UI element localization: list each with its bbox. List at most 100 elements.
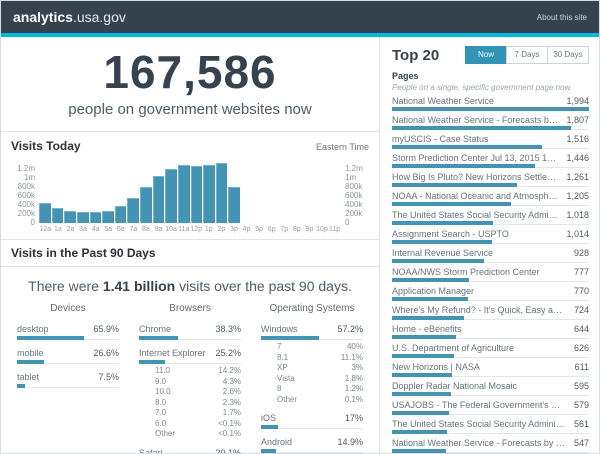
- top-page-item[interactable]: Storm Prediction Center Jul 13, 2015 163…: [392, 153, 589, 168]
- visits-bar[interactable]: [190, 166, 203, 224]
- page-bar-fill: [392, 145, 542, 149]
- top-page-item[interactable]: U.S. Department of Agriculture 626: [392, 343, 589, 358]
- page-title: The United States Social Security Admini…: [392, 419, 566, 429]
- entry-bar-fill: [139, 336, 179, 341]
- top-page-item[interactable]: Home - eBenefits 644: [392, 324, 589, 339]
- y-tick-label: 0: [30, 218, 35, 228]
- page-bar-track: [392, 107, 589, 111]
- visits-bar[interactable]: [127, 198, 139, 224]
- page-title: Internal Revenue Service: [392, 248, 494, 258]
- brand-rest: .usa.gov: [72, 9, 126, 25]
- page-bar-fill: [392, 297, 469, 301]
- top-page-item[interactable]: Internal Revenue Service 928: [392, 248, 589, 263]
- top-page-item[interactable]: myUSCIS - Case Status 1,516: [392, 134, 589, 149]
- bar-cell: [190, 161, 203, 224]
- toggle-30-days[interactable]: 30 Days: [547, 46, 589, 64]
- top-page-item[interactable]: Assignment Search - USPTO 1,014: [392, 229, 589, 244]
- y-tick-label: 600k: [17, 191, 35, 201]
- bar-cell: [317, 161, 329, 223]
- page-bar-fill: [392, 164, 535, 168]
- top-page-item[interactable]: National Weather Service - Forecasts by …: [392, 438, 589, 453]
- top-page-item[interactable]: The United States Social Security Admini…: [392, 210, 589, 225]
- top-page-item[interactable]: Doppler Radar National Mosaic 595: [392, 381, 589, 396]
- toggle-now[interactable]: Now: [465, 46, 507, 64]
- visits-bar[interactable]: [228, 186, 240, 224]
- x-tick-label: 5a: [104, 226, 113, 234]
- visits-bar[interactable]: [76, 212, 89, 224]
- top-pages-sidebar: Top 20 Now 7 Days 30 Days Pages People on …: [379, 37, 599, 453]
- top-page-item[interactable]: New Horizons | NASA 611: [392, 362, 589, 377]
- top-pages-list: National Weather Service 1,994 National We…: [392, 96, 589, 453]
- subentry-row: 6.0 <0.1%: [139, 419, 241, 430]
- site-logo[interactable]: analytics.usa.gov: [13, 9, 126, 25]
- visits-bar[interactable]: [215, 163, 228, 224]
- page-count: 1,994: [566, 96, 589, 106]
- subentry-percent: 1.7%: [222, 408, 241, 418]
- entry-percent: 7.5%: [98, 372, 119, 383]
- top-page-item[interactable]: Where's My Refund? - It's Quick, Easy an…: [392, 305, 589, 320]
- visits-bar[interactable]: [177, 165, 190, 224]
- x-tick-label: 12a: [39, 226, 52, 234]
- x-tick-label: 2p: [217, 226, 226, 234]
- page-title: Home - eBenefits: [392, 324, 462, 334]
- top-page-item[interactable]: National Weather Service 1,994: [392, 96, 589, 111]
- breakdown-entry: iOS 17%: [261, 413, 363, 430]
- page-count: 644: [573, 324, 589, 334]
- about-this-site-link[interactable]: About this site: [536, 12, 587, 22]
- toggle-7-days[interactable]: 7 Days: [506, 46, 548, 64]
- page-title: Where's My Refund? - It's Quick, Easy an…: [392, 305, 566, 315]
- visits-bar[interactable]: [102, 210, 114, 224]
- visits-bar[interactable]: [51, 207, 64, 224]
- entry-bar-track: [261, 449, 363, 453]
- visits-bar[interactable]: [152, 176, 165, 224]
- page-count: 1,205: [566, 191, 589, 201]
- visits-bar[interactable]: [165, 168, 177, 224]
- page-row: Storm Prediction Center Jul 13, 2015 163…: [392, 153, 589, 163]
- x-tick-label: 11a: [178, 226, 190, 234]
- visits-bar[interactable]: [64, 210, 76, 224]
- top-page-item[interactable]: NOAA - National Oceanic and Atmospheric …: [392, 191, 589, 206]
- y-tick-label: 200k: [345, 209, 363, 219]
- page-count: 595: [573, 381, 589, 391]
- subentry-label: 8.0: [155, 397, 167, 407]
- entry-row: tablet 7.5%: [17, 372, 119, 383]
- entry-bar-track: [17, 384, 119, 389]
- entry-bar-track: [139, 336, 241, 341]
- top-page-item[interactable]: How Big Is Pluto? New Horizons Settles D…: [392, 172, 589, 187]
- page-bar-track: [392, 259, 589, 263]
- subentry-percent: <0.1%: [218, 429, 241, 439]
- entry-bar-track: [17, 360, 119, 365]
- top-page-item[interactable]: Application Manager 770: [392, 286, 589, 301]
- entry-bar-track: [261, 336, 363, 341]
- visits-bar[interactable]: [140, 186, 152, 224]
- entry-label: mobile: [17, 348, 44, 359]
- visits-bar[interactable]: [114, 206, 127, 224]
- subentry-percent: 14.2%: [218, 366, 241, 376]
- visits-bar[interactable]: [39, 202, 51, 224]
- top-page-item[interactable]: The United States Social Security Admini…: [392, 419, 589, 434]
- page-row: Doppler Radar National Mosaic 595: [392, 381, 589, 391]
- subentry-row: 9.0 4.3%: [139, 377, 241, 388]
- visits-bar[interactable]: [203, 164, 215, 224]
- page-title: How Big Is Pluto? New Horizons Settles D…: [392, 172, 558, 182]
- page-row: NOAA - National Oceanic and Atmospheric …: [392, 191, 589, 201]
- entry-sublist: 11.0 14.2% 9.0 4.3% 10.0 2.6% 8.0 2.3% 7.0 1.7% 6.…: [139, 366, 241, 440]
- top-page-item[interactable]: NOAA/NWS Storm Prediction Center 777: [392, 267, 589, 282]
- page-row: Where's My Refund? - It's Quick, Easy an…: [392, 305, 589, 315]
- page-bar-fill: [392, 221, 493, 225]
- x-tick-label: 7p: [280, 226, 289, 234]
- pages-description: People on a single, specific government …: [392, 83, 573, 92]
- page-count: 770: [573, 286, 589, 296]
- breakdown-entry: Chrome 38.3%: [139, 324, 241, 341]
- top-page-item[interactable]: USAJOBS - The Federal Government's Offic…: [392, 400, 589, 415]
- page-bar-track: [392, 297, 589, 301]
- page-title: NOAA - National Oceanic and Atmospheric …: [392, 191, 559, 201]
- x-tick-label: 9a: [154, 226, 163, 234]
- visits-today-chart: 1.2m 1m 800k 600k 400k 200k 0 1.2m 1m 800k 600k 40…: [11, 161, 369, 227]
- entry-sublist: 7 40% 8.1 11.1% XP 3% Vista 1.8% 8 1.2% Other 0.1%: [261, 342, 363, 405]
- top-page-item[interactable]: National Weather Service - Forecasts by …: [392, 115, 589, 130]
- page-bar-fill: [392, 373, 453, 377]
- breakdown-column: Browsers Chrome 38.3% Internet Explorer 25.2…: [139, 303, 241, 453]
- page-count: 1,516: [566, 134, 589, 144]
- visits-bar[interactable]: [89, 212, 102, 224]
